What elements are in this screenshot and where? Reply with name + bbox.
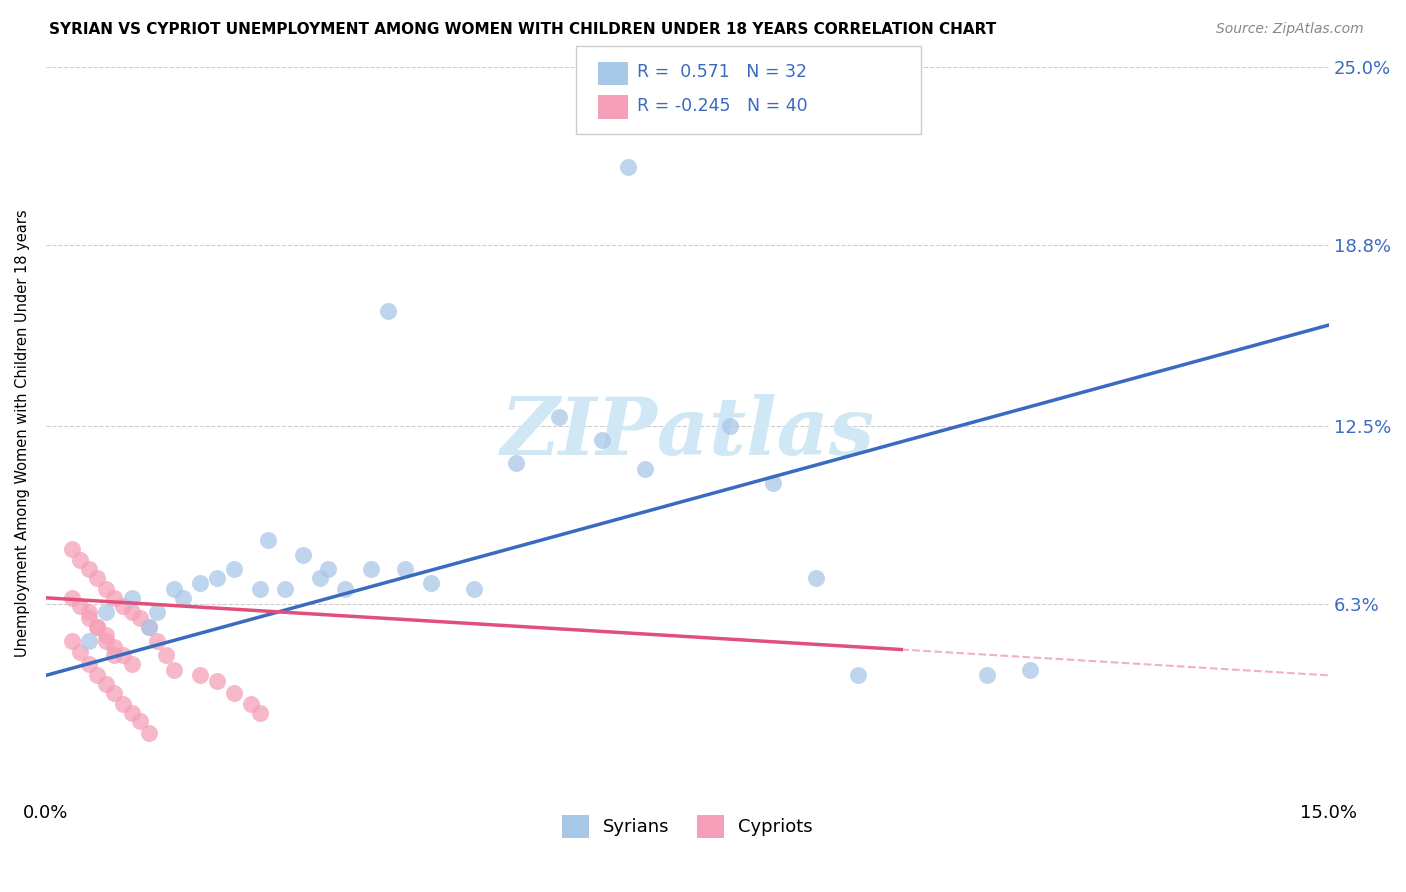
- Point: [976, 668, 998, 682]
- Point: [94, 677, 117, 691]
- Point: [111, 648, 134, 663]
- Point: [103, 640, 125, 654]
- Point: [163, 582, 186, 597]
- Point: [138, 619, 160, 633]
- Point: [1018, 663, 1040, 677]
- Point: [121, 605, 143, 619]
- Text: R = -0.245   N = 40: R = -0.245 N = 40: [637, 97, 807, 115]
- Point: [335, 582, 357, 597]
- Point: [548, 409, 571, 424]
- Point: [616, 160, 638, 174]
- Text: ZIP​atlas: ZIP​atlas: [501, 394, 875, 472]
- Point: [249, 582, 271, 597]
- Point: [463, 582, 485, 597]
- Point: [308, 571, 330, 585]
- Text: SYRIAN VS CYPRIOT UNEMPLOYMENT AMONG WOMEN WITH CHILDREN UNDER 18 YEARS CORRELAT: SYRIAN VS CYPRIOT UNEMPLOYMENT AMONG WOM…: [49, 22, 997, 37]
- Point: [291, 548, 314, 562]
- Point: [188, 576, 211, 591]
- Y-axis label: Unemployment Among Women with Children Under 18 years: Unemployment Among Women with Children U…: [15, 209, 30, 657]
- Point: [77, 611, 100, 625]
- Point: [103, 591, 125, 605]
- Point: [224, 685, 246, 699]
- Point: [111, 697, 134, 711]
- Point: [274, 582, 297, 597]
- Point: [129, 611, 152, 625]
- Point: [77, 657, 100, 671]
- Point: [377, 303, 399, 318]
- Point: [804, 571, 827, 585]
- Point: [316, 562, 339, 576]
- Point: [60, 541, 83, 556]
- Point: [69, 599, 91, 614]
- Text: Source: ZipAtlas.com: Source: ZipAtlas.com: [1216, 22, 1364, 37]
- Point: [94, 633, 117, 648]
- Point: [138, 726, 160, 740]
- Point: [121, 657, 143, 671]
- Point: [94, 628, 117, 642]
- Point: [360, 562, 382, 576]
- Point: [103, 648, 125, 663]
- Point: [762, 475, 785, 490]
- Point: [111, 599, 134, 614]
- Point: [77, 605, 100, 619]
- Point: [163, 663, 186, 677]
- Point: [77, 562, 100, 576]
- Point: [86, 668, 108, 682]
- Point: [419, 576, 441, 591]
- Point: [394, 562, 416, 576]
- Point: [86, 619, 108, 633]
- Point: [129, 714, 152, 729]
- Point: [240, 697, 263, 711]
- Point: [94, 582, 117, 597]
- Text: R =  0.571   N = 32: R = 0.571 N = 32: [637, 63, 807, 81]
- Point: [146, 605, 169, 619]
- Point: [60, 591, 83, 605]
- Point: [257, 533, 280, 548]
- Point: [591, 433, 613, 447]
- Point: [505, 456, 527, 470]
- Point: [77, 633, 100, 648]
- Point: [94, 605, 117, 619]
- Point: [155, 648, 177, 663]
- Point: [172, 591, 194, 605]
- Point: [146, 633, 169, 648]
- Point: [718, 418, 741, 433]
- Point: [69, 553, 91, 567]
- Point: [634, 461, 657, 475]
- Point: [249, 706, 271, 720]
- Point: [121, 591, 143, 605]
- Point: [205, 674, 228, 689]
- Point: [848, 668, 870, 682]
- Point: [86, 571, 108, 585]
- Point: [188, 668, 211, 682]
- Point: [86, 619, 108, 633]
- Point: [103, 685, 125, 699]
- Legend: Syrians, Cypriots: Syrians, Cypriots: [554, 808, 820, 845]
- Point: [224, 562, 246, 576]
- Point: [121, 706, 143, 720]
- Point: [60, 633, 83, 648]
- Point: [69, 645, 91, 659]
- Point: [205, 571, 228, 585]
- Point: [138, 619, 160, 633]
